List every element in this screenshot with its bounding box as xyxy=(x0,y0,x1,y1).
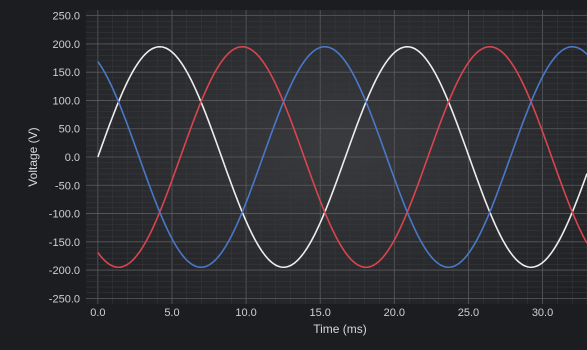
y-tick-label: -250.0 xyxy=(49,293,80,305)
x-tick-label: 5.0 xyxy=(164,307,179,319)
x-tick-labels: 0.0 5.0 10.0 15.0 20.0 25.0 30.0 xyxy=(90,307,553,319)
y-tick-label: -50.0 xyxy=(55,180,80,192)
x-tick-label: 25.0 xyxy=(458,307,479,319)
series-line-2 xyxy=(97,45,587,269)
y-tick-label: 200.0 xyxy=(52,39,80,51)
y-tick-label: -150.0 xyxy=(49,237,80,249)
y-tick-label: 50.0 xyxy=(59,124,80,136)
y-tick-labels: 250.0 200.0 150.0 100.0 50.0 0.0 -50.0 -100.0 -1… xyxy=(49,11,80,306)
y-tick-label: -200.0 xyxy=(49,265,80,277)
y-axis-label: Voltage (V) xyxy=(26,127,40,186)
y-tick-label: 0.0 xyxy=(65,152,80,164)
x-tick-label: 15.0 xyxy=(309,307,330,319)
series-line-3 xyxy=(97,45,587,269)
y-tick-label: -100.0 xyxy=(49,209,80,221)
series-line-1 xyxy=(97,45,587,269)
y-tick-label: 100.0 xyxy=(52,95,80,107)
x-tick-label: 10.0 xyxy=(235,307,256,319)
y-tick-label: 150.0 xyxy=(52,67,80,79)
series-lines xyxy=(97,45,587,269)
x-tick-label: 30.0 xyxy=(532,307,553,319)
x-axis-label: Time (ms) xyxy=(313,322,367,336)
x-tick-label: 20.0 xyxy=(384,307,405,319)
x-tick-label: 0.0 xyxy=(90,307,105,319)
y-tick-label: 250.0 xyxy=(52,11,80,23)
